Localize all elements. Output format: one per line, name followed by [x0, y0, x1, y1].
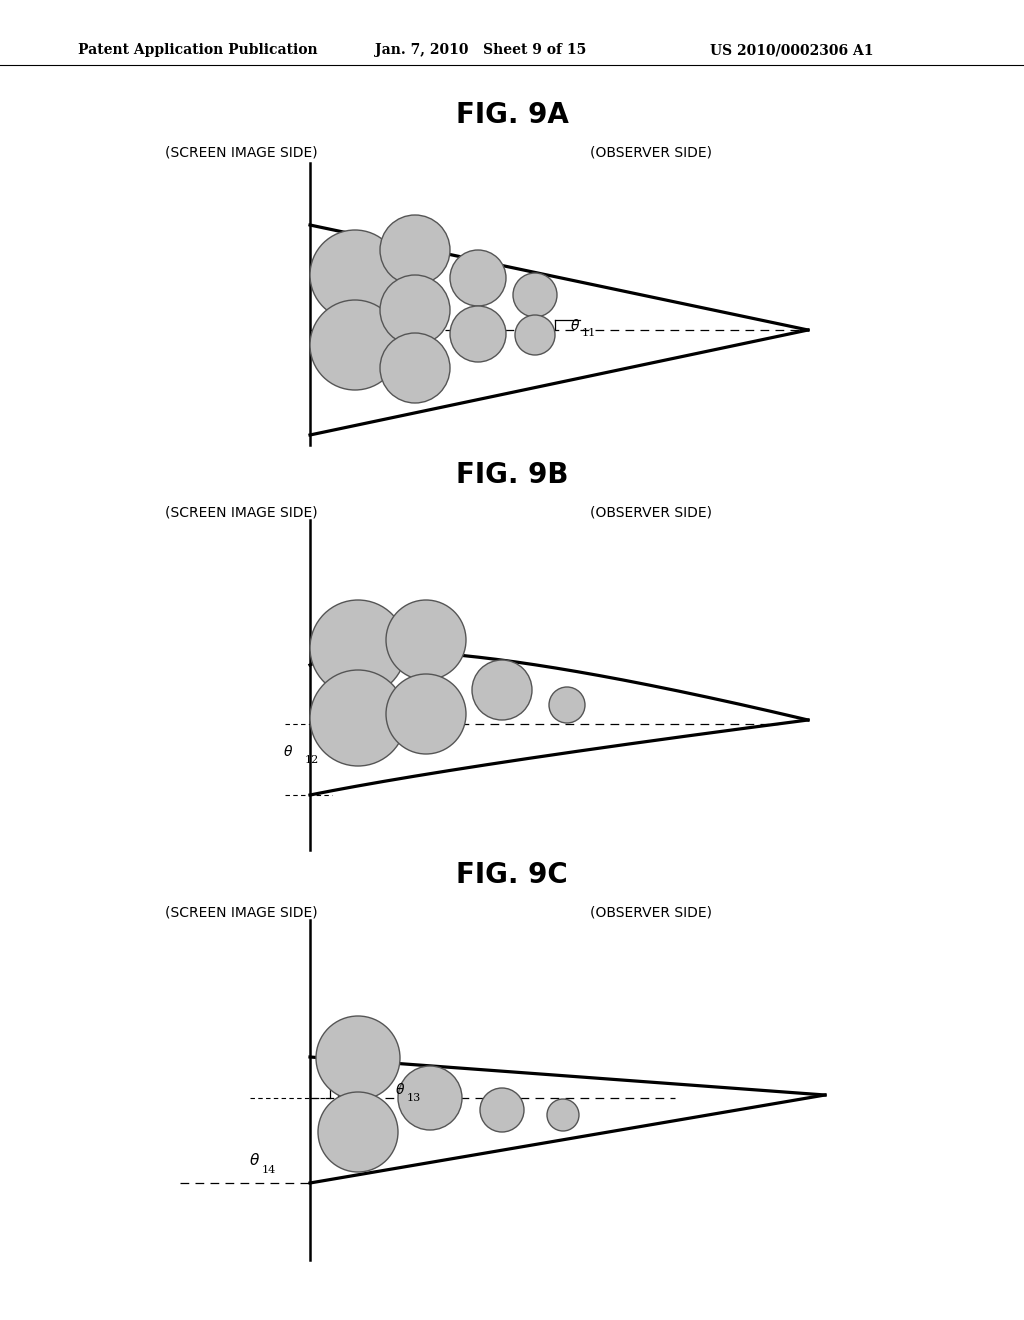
- Circle shape: [549, 686, 585, 723]
- Text: $\theta$: $\theta$: [249, 1152, 260, 1168]
- Circle shape: [515, 315, 555, 355]
- Text: (SCREEN IMAGE SIDE): (SCREEN IMAGE SIDE): [165, 906, 317, 919]
- Text: $\theta$: $\theta$: [283, 744, 293, 759]
- Text: (OBSERVER SIDE): (OBSERVER SIDE): [590, 506, 712, 519]
- Text: 14: 14: [262, 1166, 276, 1175]
- Circle shape: [398, 1067, 462, 1130]
- Circle shape: [386, 675, 466, 754]
- Text: 11: 11: [582, 327, 596, 338]
- Circle shape: [513, 273, 557, 317]
- Circle shape: [310, 230, 400, 319]
- Circle shape: [318, 1092, 398, 1172]
- Circle shape: [450, 306, 506, 362]
- Circle shape: [310, 300, 400, 389]
- Text: FIG. 9C: FIG. 9C: [456, 861, 568, 888]
- Circle shape: [547, 1100, 579, 1131]
- Circle shape: [472, 660, 532, 719]
- Circle shape: [380, 215, 450, 285]
- Circle shape: [310, 601, 406, 696]
- Text: US 2010/0002306 A1: US 2010/0002306 A1: [710, 44, 873, 57]
- Circle shape: [380, 333, 450, 403]
- Circle shape: [480, 1088, 524, 1133]
- Circle shape: [450, 249, 506, 306]
- Circle shape: [316, 1016, 400, 1100]
- Text: Patent Application Publication: Patent Application Publication: [78, 44, 317, 57]
- Text: (SCREEN IMAGE SIDE): (SCREEN IMAGE SIDE): [165, 145, 317, 158]
- Text: (OBSERVER SIDE): (OBSERVER SIDE): [590, 145, 712, 158]
- Text: FIG. 9A: FIG. 9A: [456, 102, 568, 129]
- Text: FIG. 9B: FIG. 9B: [456, 461, 568, 488]
- Circle shape: [310, 671, 406, 766]
- Text: 13: 13: [407, 1093, 421, 1104]
- Text: (SCREEN IMAGE SIDE): (SCREEN IMAGE SIDE): [165, 506, 317, 519]
- Circle shape: [380, 275, 450, 345]
- Circle shape: [386, 601, 466, 680]
- Text: $\theta$: $\theta$: [395, 1082, 406, 1097]
- Text: (OBSERVER SIDE): (OBSERVER SIDE): [590, 906, 712, 919]
- Text: Jan. 7, 2010   Sheet 9 of 15: Jan. 7, 2010 Sheet 9 of 15: [375, 44, 587, 57]
- Text: $\theta$: $\theta$: [570, 318, 581, 333]
- Text: 12: 12: [305, 755, 319, 766]
